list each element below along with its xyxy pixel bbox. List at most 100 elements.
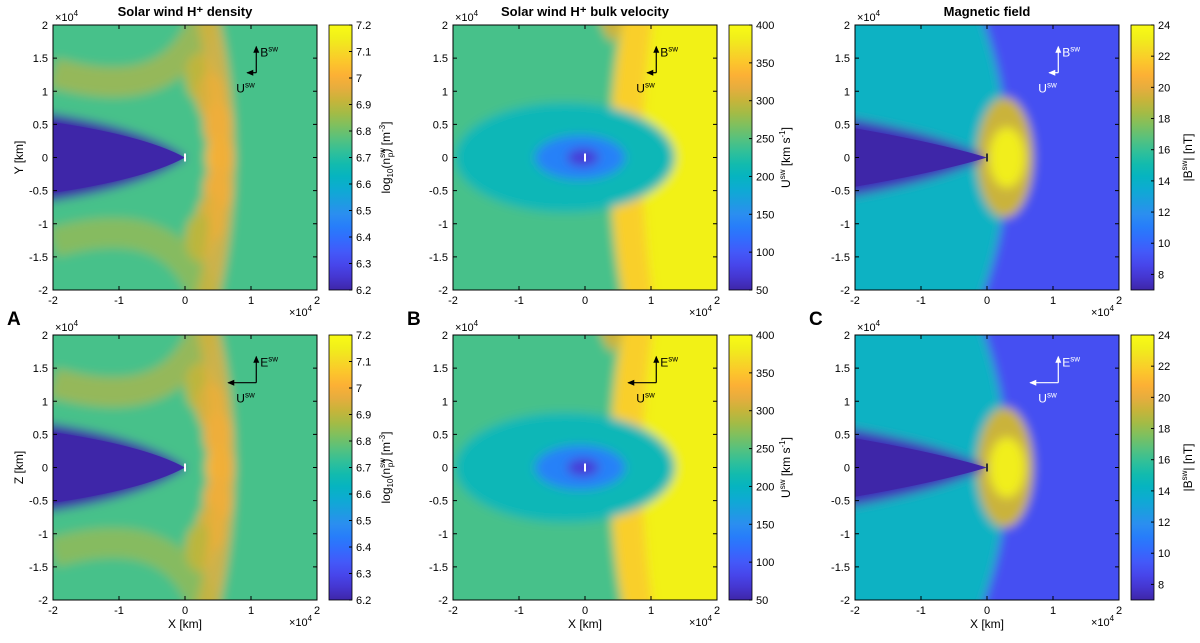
colorbar-tick-label: 6.6 xyxy=(356,179,371,191)
heatmap-core xyxy=(584,153,586,162)
y-tick-label: 1 xyxy=(442,396,448,408)
x-exponent-label: ×104 xyxy=(689,614,713,629)
y-tick-label: 0 xyxy=(844,463,850,475)
flow-vector-head xyxy=(227,379,235,386)
y-tick-label: 0 xyxy=(42,463,48,475)
sheath-region xyxy=(601,25,622,41)
colorbar-tick-label: 7 xyxy=(356,383,362,395)
y-tick-label: 1.5 xyxy=(33,363,48,375)
colorbar-label: log10(nswp) [m-3] xyxy=(378,122,395,194)
x-tick-label: -2 xyxy=(850,605,860,617)
x-axis-label: X [km] xyxy=(168,617,202,631)
colorbar-tick-label: 400 xyxy=(756,20,774,32)
panel-letter: A xyxy=(7,309,21,330)
colorbar-tick-label: 6.2 xyxy=(356,285,371,297)
colorbar-tick-label: 6.4 xyxy=(356,542,371,554)
heatmap-field xyxy=(453,335,717,600)
colorbar-tick-label: 14 xyxy=(1158,176,1170,188)
x-exponent-label: ×104 xyxy=(289,614,313,629)
panel-top-2: -2 -1 0 1 221.510.50-0.5-1-1.5-2×104×104Magn… xyxy=(809,4,1195,330)
y-tick-label: 0.5 xyxy=(835,429,850,441)
x-tick-label: 2 xyxy=(314,605,320,617)
colorbar-tick-label: 8 xyxy=(1158,579,1164,591)
y-tick-label: 1.5 xyxy=(433,363,448,375)
x-tick-label: 1 xyxy=(248,295,254,307)
y-tick-label: 1.5 xyxy=(835,363,850,375)
colorbar-tick-label: 150 xyxy=(756,519,774,531)
panel-letter: B xyxy=(407,309,421,330)
flow-vector-head xyxy=(1048,69,1056,76)
y-tick-label: -1.5 xyxy=(831,562,850,574)
colorbar-label: Usw [km s-1] xyxy=(778,127,793,188)
panel-letter: C xyxy=(809,309,823,330)
x-exponent-label: ×104 xyxy=(1091,304,1115,319)
y-tick-label: 1 xyxy=(42,86,48,98)
stagnation-core xyxy=(567,148,599,167)
colorbar-tick-label: 300 xyxy=(756,96,774,108)
heatmap-core xyxy=(53,432,186,503)
comet-marker xyxy=(184,463,186,472)
undisturbed-region xyxy=(642,25,717,290)
colorbar-label: |Bsw| [nT] xyxy=(1180,443,1195,491)
colorbar-tick-label: 6.2 xyxy=(356,595,371,607)
colorbar-tick-label: 6.9 xyxy=(356,100,371,112)
colorbar-tick-label: 18 xyxy=(1158,424,1170,436)
field-vector-head xyxy=(1055,355,1062,363)
colorbar-tick-label: 24 xyxy=(1158,330,1170,342)
y-exponent-label: ×104 xyxy=(55,9,79,24)
x-tick-label: -2 xyxy=(48,605,58,617)
flank-region xyxy=(53,25,218,98)
y-axis-label: Z [km] xyxy=(12,451,26,484)
colorbar xyxy=(1130,334,1155,601)
x-tick-label: 2 xyxy=(1116,605,1122,617)
y-tick-label: 0.5 xyxy=(835,119,850,131)
colorbar-tick-label: 50 xyxy=(756,595,768,607)
y-tick-label: 1 xyxy=(442,86,448,98)
colorbar-tick-label: 6.5 xyxy=(356,206,371,218)
colorbar-tick-label: 150 xyxy=(756,209,774,221)
y-tick-label: -2 xyxy=(38,285,48,297)
colorbar-tick-label: 12 xyxy=(1158,517,1170,529)
y-tick-label: -1 xyxy=(438,219,448,231)
colorbar-tick-label: 350 xyxy=(756,58,774,70)
colorbar-tick-label: 7 xyxy=(356,73,362,85)
colorbar xyxy=(728,334,753,601)
colorbar-tick-label: 16 xyxy=(1158,145,1170,157)
y-tick-label: 0.5 xyxy=(433,119,448,131)
colorbar-tick-label: 20 xyxy=(1158,82,1170,94)
y-tick-label: 2 xyxy=(844,330,850,342)
field-vector-head xyxy=(253,45,260,53)
x-axis-label: X [km] xyxy=(568,617,602,631)
colorbar-tick-label: 16 xyxy=(1158,455,1170,467)
flow-vector-head xyxy=(1029,379,1037,386)
colorbar-tick-label: 10 xyxy=(1158,548,1170,560)
colorbar-tick-label: 10 xyxy=(1158,238,1170,250)
colorbar-tick-label: 300 xyxy=(756,406,774,418)
wake-core xyxy=(855,438,987,497)
colorbar xyxy=(728,24,753,291)
colorbar xyxy=(328,24,353,291)
y-tick-label: -0.5 xyxy=(429,186,448,198)
wake-core xyxy=(53,432,185,503)
field-vector-head xyxy=(653,355,660,363)
flow-vector-head xyxy=(627,379,635,386)
flow-vector-head xyxy=(246,69,254,76)
y-tick-label: 2 xyxy=(844,20,850,32)
panel-title: Solar wind H⁺ density xyxy=(118,4,253,19)
colorbar-tick-label: 18 xyxy=(1158,114,1170,126)
bow-shock-arc xyxy=(197,25,235,290)
y-axis-label: Y [km] xyxy=(12,141,26,175)
colorbar-tick-label: 7.1 xyxy=(356,47,371,59)
y-exponent-label: ×104 xyxy=(455,319,479,334)
colorbar-tick-label: 20 xyxy=(1158,392,1170,404)
y-tick-label: 0.5 xyxy=(33,119,48,131)
y-tick-label: -0.5 xyxy=(29,186,48,198)
heatmap-core xyxy=(584,463,586,472)
panel-top-0: -2 -1 0 1 2 2 1.5 1 0.5 0 -0.5 -1 -1.5 -2 ×104 ×104 Sola… xyxy=(7,4,395,330)
y-tick-label: -2 xyxy=(38,595,48,607)
y-tick-label: -1.5 xyxy=(831,252,850,264)
heatmap-core xyxy=(53,122,186,193)
colorbar-tick-label: 6.4 xyxy=(356,232,371,244)
y-tick-label: -1.5 xyxy=(29,252,48,264)
